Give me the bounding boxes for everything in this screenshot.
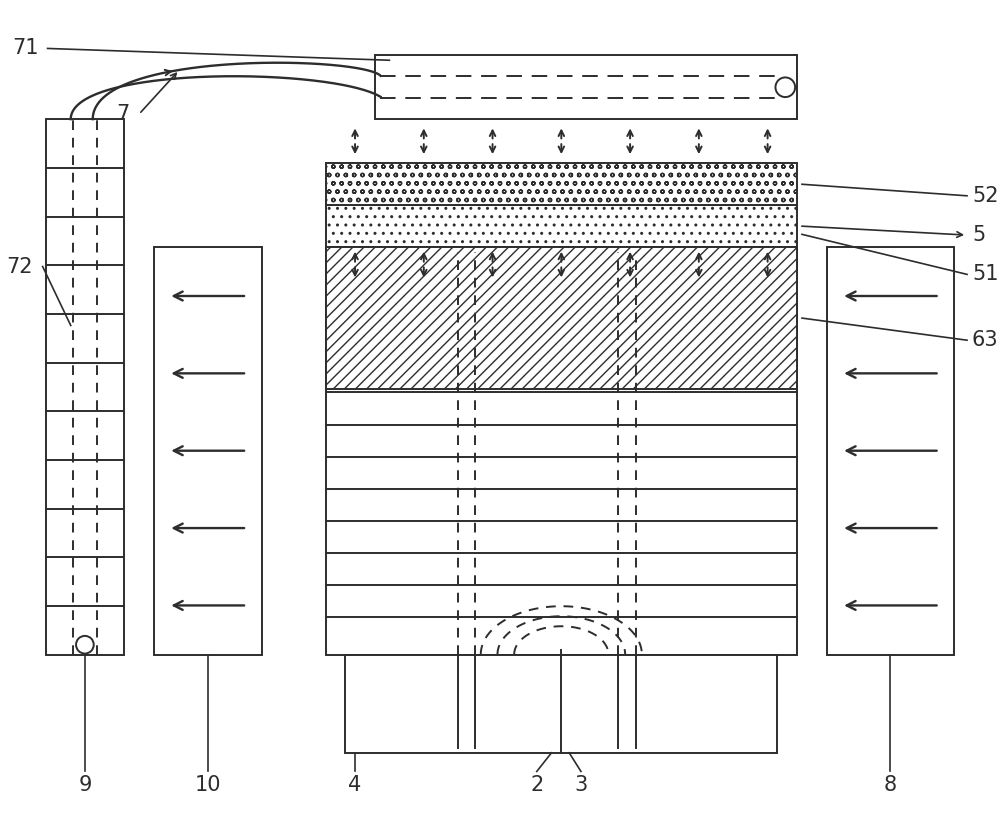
Text: 51: 51: [972, 265, 998, 284]
Text: 10: 10: [194, 775, 221, 795]
FancyBboxPatch shape: [326, 247, 797, 389]
Text: 52: 52: [972, 186, 998, 206]
Text: 7: 7: [116, 104, 129, 125]
FancyBboxPatch shape: [827, 247, 954, 654]
Text: 71: 71: [12, 38, 39, 59]
FancyBboxPatch shape: [154, 247, 262, 654]
FancyBboxPatch shape: [326, 247, 797, 654]
Text: 9: 9: [78, 775, 92, 795]
FancyBboxPatch shape: [46, 119, 124, 654]
FancyBboxPatch shape: [326, 205, 797, 247]
Text: 2: 2: [530, 775, 543, 795]
Text: 5: 5: [972, 225, 985, 245]
Text: 8: 8: [884, 775, 897, 795]
FancyBboxPatch shape: [345, 654, 777, 753]
Text: 4: 4: [348, 775, 362, 795]
FancyBboxPatch shape: [375, 55, 797, 119]
Text: 63: 63: [972, 330, 999, 350]
Text: 3: 3: [574, 775, 588, 795]
Text: 72: 72: [6, 256, 33, 277]
FancyBboxPatch shape: [326, 164, 797, 205]
